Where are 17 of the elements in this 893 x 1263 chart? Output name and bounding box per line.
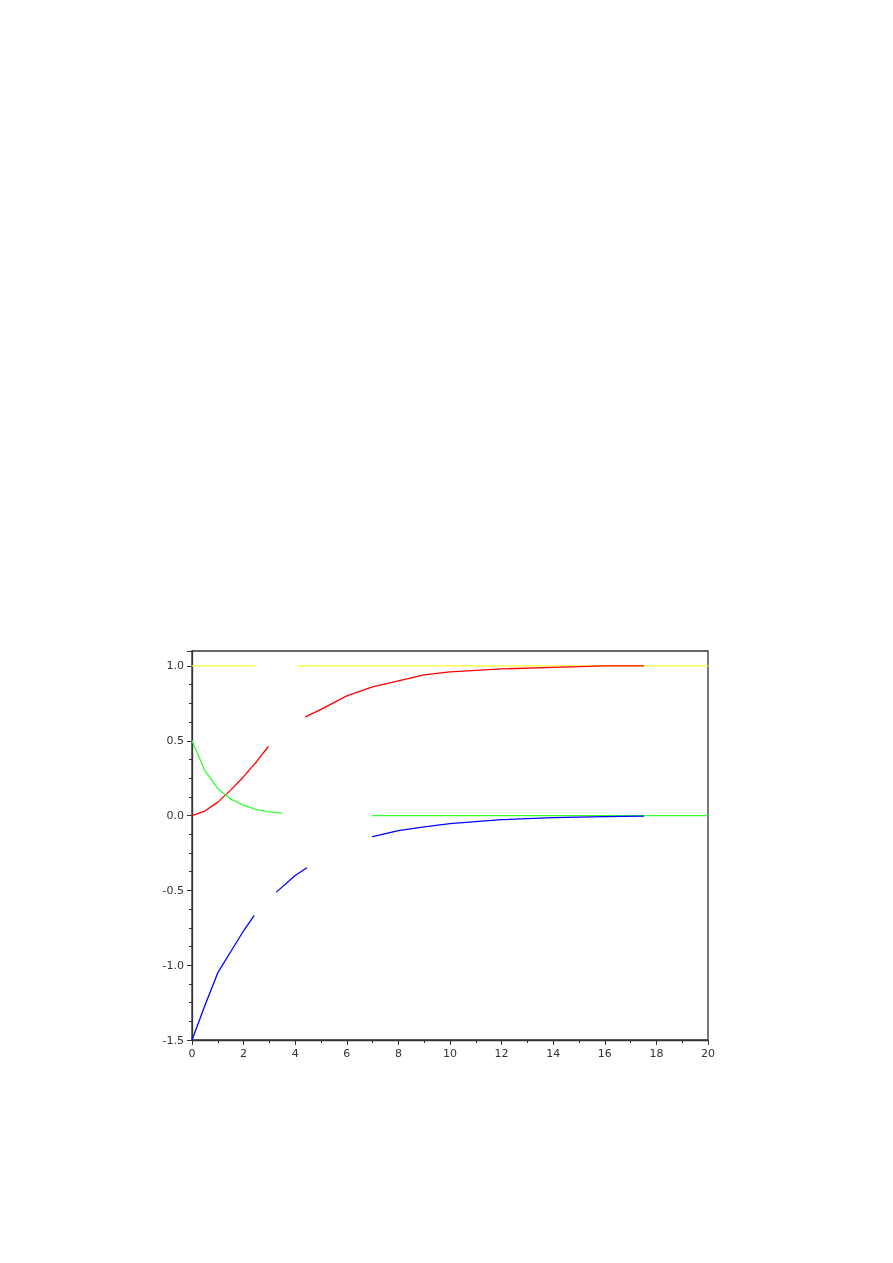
- x-tick-label: 8: [394, 1047, 402, 1060]
- x-tick-label: 20: [701, 1047, 715, 1060]
- x-tick-label: 2: [240, 1047, 248, 1060]
- y-tick-label: -0.5: [162, 883, 184, 897]
- x-tick-label: 16: [597, 1047, 612, 1060]
- y-tick-label: 1.0: [166, 659, 184, 673]
- x-tick-label: 12: [494, 1047, 509, 1060]
- x-tick-label: 14: [546, 1047, 561, 1060]
- y-tick-label: -1.5: [162, 1033, 184, 1047]
- y-tick-label: 0.5: [166, 734, 184, 748]
- y-tick-label: 0.0: [166, 809, 184, 823]
- x-tick-label: 0: [188, 1047, 196, 1060]
- x-tick-label: 4: [291, 1047, 299, 1060]
- x-tick-label: 6: [343, 1047, 351, 1060]
- x-tick-label: 10: [443, 1047, 457, 1060]
- x-tick-label: 18: [649, 1047, 664, 1060]
- y-tick-label: -1.0: [162, 958, 184, 972]
